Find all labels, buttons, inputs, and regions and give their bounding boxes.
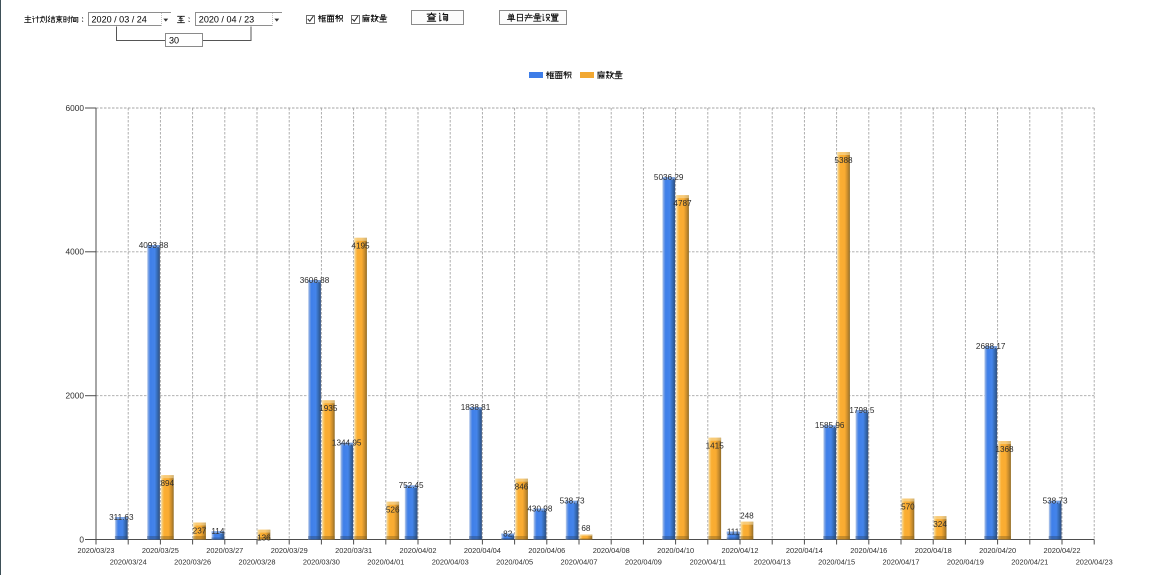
svg-text:2020 / 03 / 24: 2020 / 03 / 24 <box>92 15 147 25</box>
svg-text:894: 894 <box>160 479 174 488</box>
svg-text:2020/04/20: 2020/04/20 <box>979 546 1016 555</box>
svg-text:324: 324 <box>933 520 947 529</box>
svg-text:3606.88: 3606.88 <box>300 276 330 285</box>
svg-text:2020/04/14: 2020/04/14 <box>786 546 823 555</box>
svg-text:1344.95: 1344.95 <box>332 439 362 448</box>
svg-text:2020/04/22: 2020/04/22 <box>1044 546 1081 555</box>
svg-text:1585.96: 1585.96 <box>815 421 845 430</box>
svg-text:311.63: 311.63 <box>109 513 134 522</box>
svg-text:2020/04/01: 2020/04/01 <box>367 557 404 566</box>
svg-text:68: 68 <box>581 524 591 533</box>
svg-text:2020/03/27: 2020/03/27 <box>206 546 243 555</box>
svg-text:2020/04/02: 2020/04/02 <box>400 546 437 555</box>
svg-text:2000: 2000 <box>66 391 85 401</box>
svg-text:1798.5: 1798.5 <box>849 406 874 415</box>
svg-text:2020/04/07: 2020/04/07 <box>561 557 598 566</box>
svg-text:526: 526 <box>386 506 400 515</box>
svg-text:2020/03/28: 2020/03/28 <box>239 557 276 566</box>
svg-text:846: 846 <box>515 483 529 492</box>
svg-text:1415: 1415 <box>706 442 725 451</box>
svg-text:2020/04/17: 2020/04/17 <box>883 557 920 566</box>
svg-text:2020/03/29: 2020/03/29 <box>271 546 308 555</box>
svg-text:2020/04/13: 2020/04/13 <box>754 557 791 566</box>
svg-text:2020/04/04: 2020/04/04 <box>464 546 501 555</box>
svg-text:82: 82 <box>503 529 513 538</box>
svg-text:2020/04/09: 2020/04/09 <box>625 557 662 566</box>
svg-text:4787: 4787 <box>673 199 692 208</box>
svg-text:2020/04/05: 2020/04/05 <box>496 557 533 566</box>
svg-text:2688.17: 2688.17 <box>976 342 1006 351</box>
svg-text:5036.29: 5036.29 <box>654 173 684 182</box>
svg-text:2020/04/08: 2020/04/08 <box>593 546 630 555</box>
svg-text:2020/03/23: 2020/03/23 <box>78 546 115 555</box>
svg-text:1368: 1368 <box>995 445 1014 454</box>
svg-text:2020/04/23: 2020/04/23 <box>1076 557 1113 566</box>
svg-text:2020/03/24: 2020/03/24 <box>110 557 147 566</box>
svg-text:2020/03/30: 2020/03/30 <box>303 557 340 566</box>
svg-text:111: 111 <box>727 527 740 536</box>
svg-text:114: 114 <box>211 527 224 536</box>
svg-text:6000: 6000 <box>66 103 85 113</box>
svg-text:4000: 4000 <box>66 247 85 257</box>
svg-text:2020/03/31: 2020/03/31 <box>335 546 372 555</box>
svg-text:2020/04/10: 2020/04/10 <box>657 546 694 555</box>
svg-text:2020/03/26: 2020/03/26 <box>174 557 211 566</box>
svg-text:2020/04/12: 2020/04/12 <box>722 546 759 555</box>
svg-text:237: 237 <box>193 526 207 535</box>
svg-text:248: 248 <box>740 512 754 521</box>
svg-text:1838.81: 1838.81 <box>461 403 491 412</box>
svg-text:2020/03/25: 2020/03/25 <box>142 546 179 555</box>
svg-text:1935: 1935 <box>319 404 338 413</box>
svg-text:30: 30 <box>169 36 179 46</box>
svg-text:4195: 4195 <box>351 242 370 251</box>
svg-text:2020/04/21: 2020/04/21 <box>1011 557 1048 566</box>
svg-text:0: 0 <box>79 534 84 544</box>
svg-text:4093.88: 4093.88 <box>139 241 169 250</box>
svg-text:2020 / 04 / 23: 2020 / 04 / 23 <box>199 15 254 25</box>
svg-text:570: 570 <box>901 502 915 511</box>
svg-text:2020/04/06: 2020/04/06 <box>528 546 565 555</box>
svg-text:752.45: 752.45 <box>399 481 424 490</box>
svg-text:2020/04/19: 2020/04/19 <box>947 557 984 566</box>
svg-text:430.98: 430.98 <box>527 504 552 513</box>
svg-text:2020/04/16: 2020/04/16 <box>850 546 887 555</box>
svg-text:538.73: 538.73 <box>1043 497 1068 506</box>
svg-text:2020/04/11: 2020/04/11 <box>690 557 726 566</box>
svg-text:2020/04/18: 2020/04/18 <box>915 546 952 555</box>
svg-text:2020/04/15: 2020/04/15 <box>818 557 855 566</box>
svg-text:5388: 5388 <box>834 156 853 165</box>
svg-text:136: 136 <box>257 534 271 543</box>
svg-text:2020/04/03: 2020/04/03 <box>432 557 469 566</box>
svg-text:538.73: 538.73 <box>560 497 585 506</box>
